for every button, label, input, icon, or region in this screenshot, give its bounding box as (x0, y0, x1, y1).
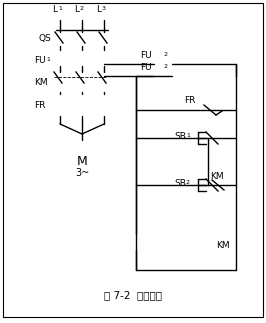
Text: FR: FR (184, 96, 195, 105)
Text: 3~: 3~ (75, 168, 89, 178)
Text: FU: FU (140, 62, 152, 71)
Circle shape (57, 14, 63, 20)
Text: M: M (77, 154, 87, 168)
Text: KM: KM (216, 241, 230, 249)
Circle shape (101, 14, 107, 20)
Text: L: L (96, 5, 101, 14)
Text: FR: FR (34, 100, 45, 109)
Bar (77, 50, 87, 66)
Text: FU: FU (34, 56, 46, 65)
Text: 2: 2 (164, 64, 168, 69)
Text: KM: KM (34, 78, 48, 87)
Text: 1: 1 (58, 6, 62, 11)
Circle shape (234, 136, 238, 140)
Text: QS: QS (38, 34, 51, 43)
Text: SB: SB (174, 179, 186, 187)
Circle shape (56, 140, 108, 192)
Text: KM: KM (210, 172, 224, 181)
Bar (77, 97, 87, 113)
Bar (154, 60, 172, 68)
Bar (154, 72, 172, 80)
Circle shape (79, 14, 85, 20)
Text: 2: 2 (164, 52, 168, 57)
Bar (52, 94, 112, 116)
Text: 图 7-2  长动控制: 图 7-2 长动控制 (104, 290, 162, 300)
Circle shape (234, 136, 238, 140)
Text: 2: 2 (80, 6, 84, 11)
Bar (55, 50, 65, 66)
Text: FU: FU (140, 50, 152, 59)
Text: 1: 1 (46, 57, 50, 62)
Bar (164, 234, 214, 250)
Text: 2: 2 (186, 180, 190, 185)
Bar (55, 97, 65, 113)
Text: 1: 1 (186, 133, 190, 138)
Text: 3: 3 (102, 6, 106, 11)
Text: L: L (74, 5, 79, 14)
Circle shape (234, 183, 238, 187)
Text: L: L (52, 5, 57, 14)
Bar (99, 50, 109, 66)
Text: SB: SB (174, 131, 186, 141)
Bar (99, 97, 109, 113)
